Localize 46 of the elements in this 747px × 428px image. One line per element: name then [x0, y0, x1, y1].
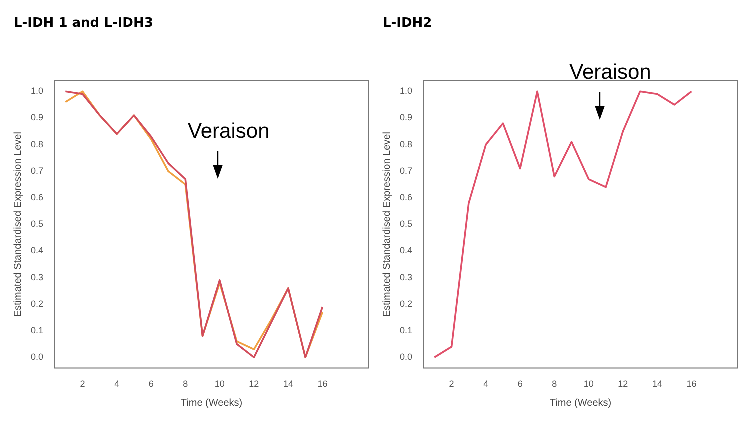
chart-title: L-IDH2: [382, 15, 434, 33]
y-tick-label: 0.2: [400, 298, 413, 309]
x-axis-title: Time (Weeks): [180, 398, 243, 409]
y-tick-label: 0.2: [30, 298, 44, 309]
x-tick-label: 16: [318, 379, 328, 390]
x-tick-label: 10: [214, 379, 225, 390]
x-axis-title: Time (Weeks): [550, 398, 612, 409]
y-tick-label: 1.0: [30, 86, 44, 96]
y-tick-label: 0.3: [30, 272, 44, 282]
y-tick-label: 0.0: [30, 352, 44, 362]
y-tick-label: 0.5: [400, 219, 413, 230]
y-tick-label: 0.6: [400, 192, 413, 202]
y-tick-label: 0.9: [30, 112, 44, 123]
x-tick-label: 12: [249, 379, 260, 390]
x-tick-label: 8: [552, 379, 558, 390]
x-tick-label: 10: [584, 379, 594, 390]
chart-title: L-IDH 1 and L-IDH3: [13, 15, 154, 33]
annotation: Veraison: [188, 119, 270, 146]
y-tick-label: 1.0: [400, 86, 413, 96]
x-tick-label: 14: [652, 379, 662, 390]
y-tick-label: 0.4: [30, 246, 44, 256]
x-tick-label: 12: [618, 379, 628, 390]
y-tick-label: 0.5: [30, 219, 44, 230]
y-tick-label: 0.9: [400, 112, 413, 123]
y-tick-label: 0.3: [400, 272, 413, 282]
x-tick-label: 2: [80, 379, 86, 390]
y-tick-label: 0.7: [400, 166, 413, 176]
x-tick-label: 14: [283, 379, 294, 390]
x-tick-label: 16: [686, 379, 697, 390]
x-tick-label: 4: [114, 379, 120, 390]
y-tick-label: 0.4: [400, 246, 413, 256]
x-tick-label: 4: [484, 379, 489, 390]
y-tick-label: 0.7: [30, 166, 44, 176]
y-tick-label: 0.0: [400, 352, 413, 362]
y-tick-label: 0.8: [30, 139, 44, 150]
x-tick-label: 8: [183, 379, 188, 390]
y-tick-label: 0.1: [30, 325, 44, 336]
y-axis-title: Estimated Standardised Expression Level: [382, 132, 393, 318]
x-tick-label: 2: [449, 379, 454, 390]
annotation: Veraison: [570, 60, 652, 86]
y-tick-label: 0.6: [30, 192, 44, 202]
y-tick-label: 0.1: [400, 325, 413, 336]
y-axis-title: Estimated Standardised Expression Level: [12, 132, 24, 318]
y-tick-label: 0.8: [400, 139, 413, 150]
x-tick-label: 6: [148, 379, 154, 390]
x-tick-label: 6: [518, 379, 523, 390]
